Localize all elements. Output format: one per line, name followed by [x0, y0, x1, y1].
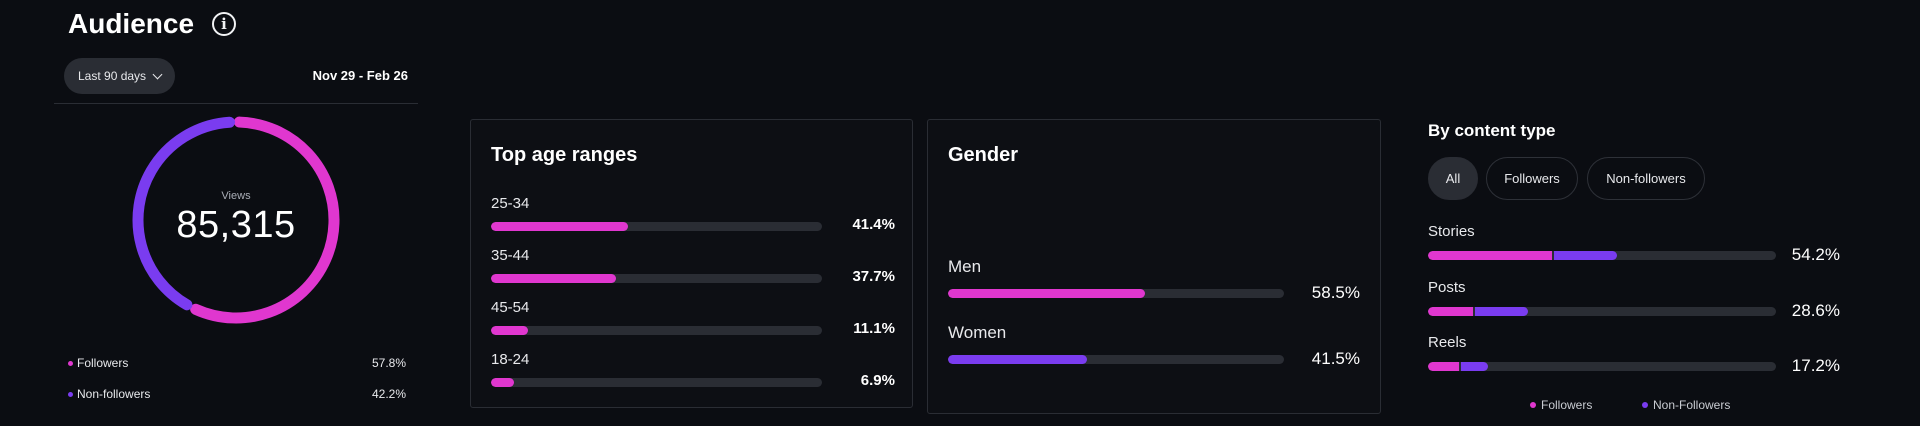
content-type-bar-non-followers — [1461, 362, 1488, 371]
age-pct: 11.1% — [853, 320, 895, 337]
content-type-bar-track — [1428, 307, 1776, 316]
legend-label: Followers — [77, 356, 129, 370]
content-type-label: Stories — [1428, 223, 1475, 240]
gender-bar-track — [948, 289, 1284, 298]
age-bar-track — [491, 378, 822, 387]
date-range-text: Nov 29 - Feb 26 — [312, 68, 408, 83]
legend-label: Followers — [1541, 398, 1593, 412]
followers-dot-icon — [68, 360, 73, 366]
content-legend-followers: Followers — [1530, 398, 1592, 412]
tab-label: Followers — [1504, 171, 1560, 186]
divider — [54, 103, 418, 104]
legend-non-followers: Non-followers 42.2% — [68, 387, 406, 401]
gender-pct: 58.5% — [1311, 283, 1360, 302]
age-bar-track — [491, 222, 822, 231]
donut-arc-followers — [132, 116, 340, 324]
gender-card-title: Gender — [948, 144, 1019, 166]
content-type-pct: 54.2% — [1791, 245, 1840, 264]
non-followers-dot-icon — [68, 391, 73, 397]
age-card-title: Top age ranges — [491, 144, 638, 166]
views-value: 85,315 — [176, 203, 296, 246]
chevron-down-icon — [152, 69, 163, 79]
content-legend-non-followers: Non-Followers — [1642, 398, 1730, 412]
gender-label: Men — [948, 257, 982, 276]
gender-pct: 41.5% — [1311, 349, 1360, 368]
tab-all[interactable]: All — [1428, 157, 1478, 200]
content-type-bar-followers — [1428, 307, 1473, 316]
content-type-pct: 17.2% — [1791, 356, 1840, 375]
content-type-bar-track — [1428, 362, 1776, 371]
content-type-bar-followers — [1428, 251, 1552, 260]
legend-label: Non-followers — [77, 387, 151, 401]
age-label: 35-44 — [491, 247, 530, 264]
age-pct: 37.7% — [852, 268, 895, 285]
tab-followers[interactable]: Followers — [1486, 157, 1578, 200]
content-type-title: By content type — [1428, 121, 1556, 140]
donut-arc-non-followers — [132, 116, 340, 324]
age-label: 25-34 — [491, 195, 530, 212]
age-label: 45-54 — [491, 299, 530, 316]
content-type-bar-track — [1428, 251, 1776, 260]
age-pct: 41.4% — [852, 216, 895, 233]
views-donut-chart — [132, 116, 340, 324]
legend-followers: Followers 57.8% — [68, 356, 406, 370]
content-type-label: Reels — [1428, 334, 1467, 351]
date-range-dropdown-label: Last 90 days — [78, 69, 147, 83]
info-icon[interactable]: i — [212, 12, 237, 36]
gender-bar-track — [948, 355, 1284, 364]
legend-label: Non-Followers — [1653, 398, 1731, 412]
gender-label: Women — [948, 323, 1007, 342]
age-label: 18-24 — [491, 351, 530, 368]
gender-bar-fill — [948, 289, 1145, 298]
content-type-bar-non-followers — [1474, 307, 1528, 316]
views-label: Views — [221, 189, 251, 202]
content-type-bar-non-followers — [1553, 251, 1617, 260]
gender-card: Gender Men 58.5% Women 41.5% — [927, 119, 1381, 414]
views-summary: Views 85,315 — [128, 112, 344, 328]
content-type-label: Posts — [1428, 279, 1466, 296]
page-title: Audience — [68, 8, 195, 39]
audience-header: Audience i — [68, 8, 237, 40]
non-followers-dot-icon — [1642, 402, 1648, 408]
tab-non-followers[interactable]: Non-followers — [1587, 157, 1705, 200]
age-ranges-card: Top age ranges 25-34 41.4% 35-44 37.7% 4… — [470, 119, 913, 408]
content-type-bar-followers — [1428, 362, 1460, 371]
gender-bar-fill — [948, 355, 1088, 364]
content-type-pct: 28.6% — [1791, 301, 1840, 320]
age-bar-fill — [491, 378, 514, 387]
legend-pct: 42.2% — [371, 387, 406, 401]
tab-label: Non-followers — [1606, 171, 1686, 186]
age-bar-fill — [491, 222, 629, 231]
age-pct: 6.9% — [860, 372, 895, 389]
age-bar-fill — [491, 326, 528, 335]
age-bar-track — [491, 326, 822, 335]
tab-label: All — [1445, 171, 1461, 186]
age-bar-track — [491, 274, 822, 283]
legend-pct: 57.8% — [371, 356, 406, 370]
followers-dot-icon — [1530, 402, 1536, 408]
date-range-dropdown[interactable]: Last 90 days — [64, 58, 176, 94]
age-bar-fill — [491, 274, 616, 283]
